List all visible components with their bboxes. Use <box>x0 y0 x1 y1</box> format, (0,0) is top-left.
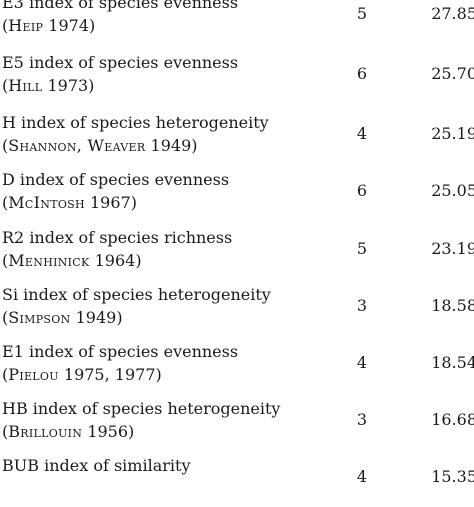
index-name: E3 index of species evenness <box>2 0 239 12</box>
table-row: H index of species heterogeneity (Shanno… <box>0 112 474 164</box>
index-value: 25.70 <box>431 64 474 83</box>
reference-author: Menhinick <box>8 251 90 270</box>
index-count: 3 <box>356 296 368 315</box>
reference-author: McIntosh <box>8 193 85 212</box>
index-count: 4 <box>356 353 368 372</box>
index-name: D index of species evenness <box>2 170 230 189</box>
index-count: 3 <box>356 410 368 429</box>
reference-year: 1964 <box>94 251 136 270</box>
index-table: E3 index of species evenness (Heip 1974)… <box>0 0 474 486</box>
table-row: HB index of species heterogeneity (Brill… <box>0 398 474 450</box>
index-count: 4 <box>356 124 368 143</box>
reference-author: Pielou <box>8 365 59 384</box>
index-value: 18.54 <box>431 353 474 372</box>
index-count: 6 <box>356 181 368 200</box>
index-name: E1 index of species evenness <box>2 342 239 361</box>
index-value: 25.19 <box>431 124 474 143</box>
reference-author: Simpson <box>8 308 71 327</box>
index-reference: (Heip 1974) <box>2 16 96 35</box>
index-reference: (McIntosh 1967) <box>2 193 137 212</box>
table-row: E1 index of species evenness (Pielou 197… <box>0 341 474 393</box>
index-reference: (Menhinick 1964) <box>2 251 142 270</box>
index-name: Si index of species heterogeneity <box>2 285 271 304</box>
reference-author: Heip <box>8 16 44 35</box>
index-value: 23.19 <box>431 239 474 258</box>
reference-author: Brillouin <box>8 422 83 441</box>
reference-year: 1974 <box>48 16 89 35</box>
index-reference: (Pielou 1975, 1977) <box>2 365 162 384</box>
reference-year: 1956 <box>87 422 129 441</box>
reference-year: 1949 <box>150 136 192 155</box>
index-name: E5 index of species evenness <box>2 53 239 72</box>
table-row: R2 index of species richness (Menhinick … <box>0 227 474 279</box>
index-count: 5 <box>356 239 368 258</box>
index-reference: (Simpson 1949) <box>2 308 123 327</box>
table-row: E5 index of species evenness (Hill 1973)… <box>0 52 474 104</box>
index-name: R2 index of species richness <box>2 228 233 247</box>
index-name: HB index of species heterogeneity <box>2 399 281 418</box>
reference-year: 1975, 1977 <box>63 365 156 384</box>
index-name: BUB index of similarity <box>2 456 191 475</box>
index-count: 5 <box>356 4 368 23</box>
index-reference: (Brillouin 1956) <box>2 422 135 441</box>
table-row: D index of species evenness (McIntosh 19… <box>0 169 474 221</box>
index-value: 18.58 <box>431 296 474 315</box>
reference-year: 1973 <box>47 76 89 95</box>
index-name: H index of species heterogeneity <box>2 113 269 132</box>
index-count: 6 <box>356 64 368 83</box>
table-row: BUB index of similarity 4 15.35 <box>0 455 474 507</box>
table-row: Si index of species heterogeneity (Simps… <box>0 284 474 336</box>
reference-year: 1949 <box>75 308 117 327</box>
reference-year: 1967 <box>89 193 131 212</box>
table-row: E3 index of species evenness (Heip 1974)… <box>0 0 474 44</box>
index-value: 27.85 <box>431 4 474 23</box>
index-reference: (Hill 1973) <box>2 76 95 95</box>
index-count: 4 <box>356 467 368 486</box>
reference-author: Hill <box>8 76 43 95</box>
index-value: 15.35 <box>431 467 474 486</box>
index-reference: (Shannon, Weaver 1949) <box>2 136 198 155</box>
index-value: 16.68 <box>431 410 474 429</box>
index-value: 25.05 <box>431 181 474 200</box>
reference-author: Shannon, Weaver <box>8 136 146 155</box>
